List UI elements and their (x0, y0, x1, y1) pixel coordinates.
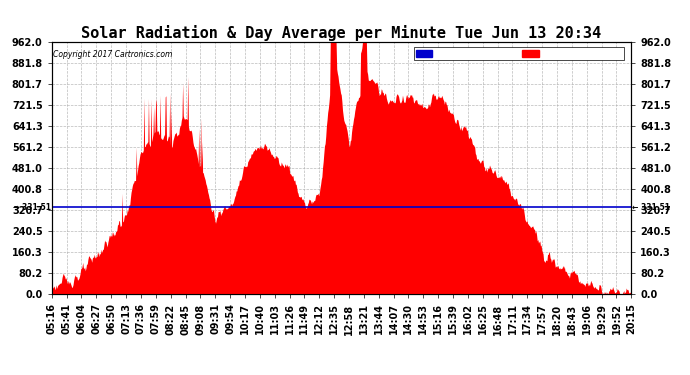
Text: → 331.51: → 331.51 (13, 203, 51, 212)
Title: Solar Radiation & Day Average per Minute Tue Jun 13 20:34: Solar Radiation & Day Average per Minute… (81, 25, 602, 41)
Text: Copyright 2017 Cartronics.com: Copyright 2017 Cartronics.com (53, 50, 172, 58)
Legend: Median (w/m2), Radiation (w/m2): Median (w/m2), Radiation (w/m2) (414, 47, 624, 60)
Text: ← 331.51: ← 331.51 (632, 203, 670, 212)
